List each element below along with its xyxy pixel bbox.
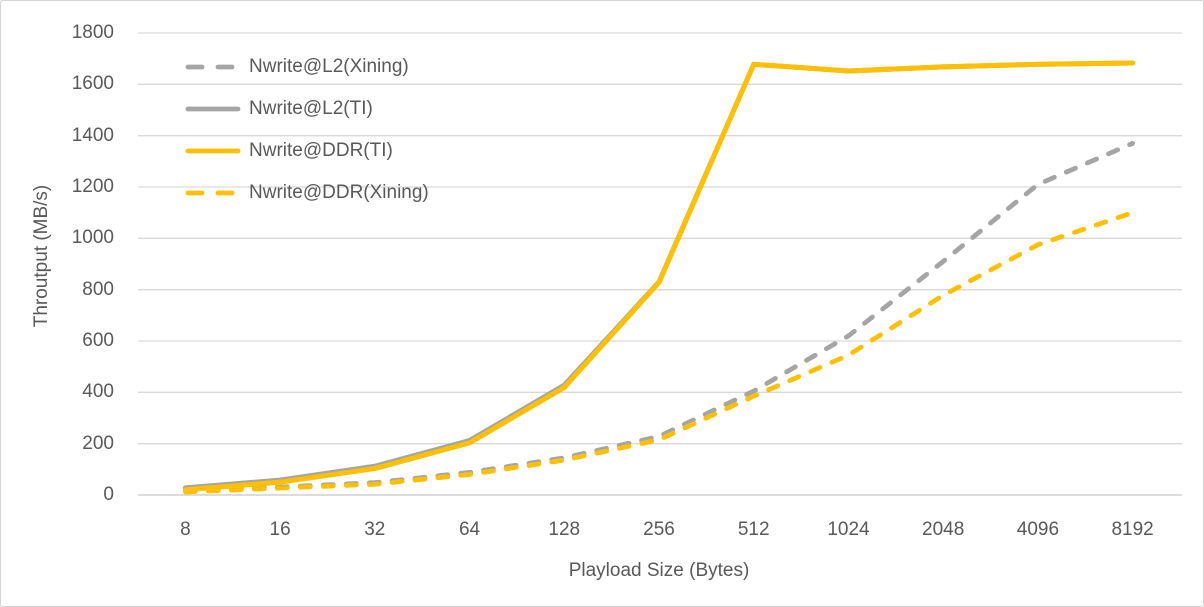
x-tick-label: 256 <box>643 519 675 540</box>
y-tick-label: 800 <box>82 278 114 300</box>
dashed-line-swatch-icon <box>185 190 241 196</box>
x-axis-title: Playload Size (Bytes) <box>568 560 750 581</box>
x-tick-label: 8 <box>180 519 191 540</box>
y-tick-label: 1000 <box>71 227 114 249</box>
x-tick-label: 64 <box>458 519 481 540</box>
legend-item-nwrite-l2-xining: Nwrite@L2(Xining) <box>185 46 429 88</box>
series-line-nwrite-ddr-xining <box>182 210 1136 495</box>
legend-item-nwrite-l2-ti: Nwrite@L2(TI) <box>185 88 429 130</box>
x-tick-label: 32 <box>364 519 386 540</box>
x-tick-label: 8192 <box>1111 519 1154 540</box>
y-tick-label: 600 <box>82 330 114 351</box>
x-tick-label: 128 <box>548 519 581 540</box>
y-axis-title: Throutput (MB/s) <box>31 184 52 328</box>
y-tick-label: 1600 <box>71 73 114 95</box>
x-tick-label: 4096 <box>1016 519 1060 540</box>
legend: Nwrite@L2(Xining) Nwrite@L2(TI) Nwrite@DDR… <box>185 46 429 214</box>
legend-label: Nwrite@DDR(Xining) <box>249 182 429 203</box>
y-tick-label: 1800 <box>71 22 114 43</box>
y-tick-label: 0 <box>103 484 114 505</box>
legend-item-nwrite-ddr-ti: Nwrite@DDR(TI) <box>185 130 429 172</box>
y-tick-label: 1200 <box>71 176 114 197</box>
legend-label: Nwrite@DDR(TI) <box>249 140 393 161</box>
x-tick-label: 16 <box>269 519 291 540</box>
legend-item-nwrite-ddr-xining: Nwrite@DDR(Xining) <box>185 172 429 214</box>
legend-label: Nwrite@L2(Xining) <box>249 56 409 77</box>
y-tick-label: 400 <box>82 381 114 403</box>
series-line-nwrite-ddr-ti <box>182 60 1136 493</box>
legend-label: Nwrite@L2(TI) <box>249 98 373 119</box>
solid-line-swatch-icon <box>185 148 241 154</box>
y-tick-label: 200 <box>82 432 114 454</box>
y-tick-label: 1400 <box>71 124 114 146</box>
dashed-line-swatch-icon <box>185 64 241 70</box>
series-line-nwrite-l2-xining <box>182 140 1136 493</box>
solid-line-swatch-icon <box>185 106 241 112</box>
x-tick-label: 512 <box>737 519 770 540</box>
x-tick-label: 2048 <box>922 519 965 540</box>
x-tick-label: 1024 <box>827 519 870 540</box>
